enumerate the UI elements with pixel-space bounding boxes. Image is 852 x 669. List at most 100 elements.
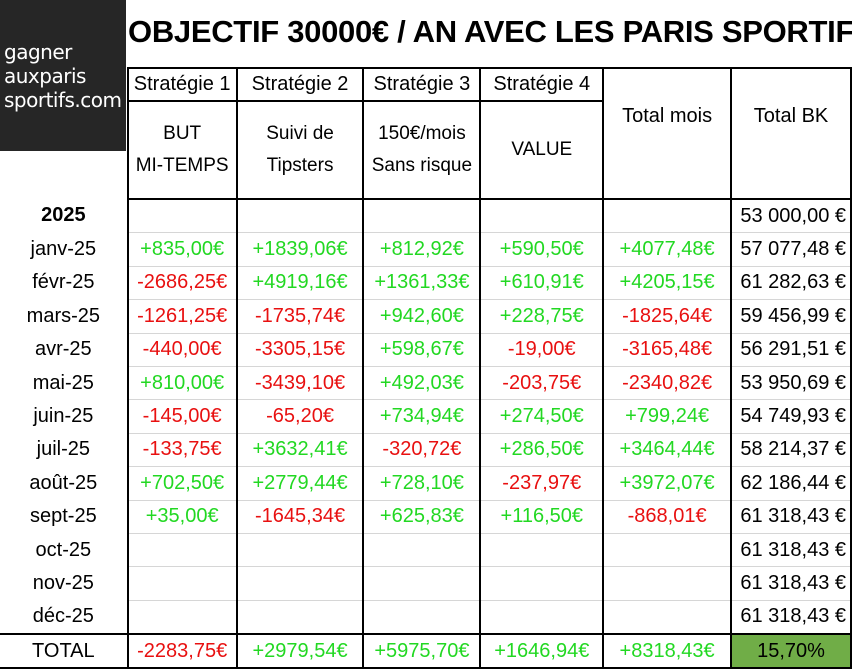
strategy-cell: +598,67€ [362,333,482,367]
strategy-cell: +1839,06€ [235,232,365,267]
bk-cell: 56 291,51 € [730,333,852,367]
month-label: déc-25 [32,605,94,628]
strategy-cell: +942,60€ [362,299,482,334]
month-label: févr-25 [32,271,95,294]
strategy-cell: +1361,33€ [362,266,482,301]
strategy-cell: -3305,15€ [235,333,365,367]
strategy-cell: +810,00€ [126,366,238,401]
logo-line-3: sportifs.com [4,88,122,112]
logo-line-1: gagner [4,40,72,64]
header-strategy-3: Stratégie 3 [362,67,482,102]
table-row: juin-25 -145,00€ -65,20€ +734,94€ +274,50€ +7… [0,399,852,434]
month-rows: janv-25 +835,00€ +1839,06€ +812,92€ +590,50€… [0,232,852,635]
strategy-cell: +492,03€ [362,366,482,401]
bk-initial: 53 000,00 € [730,199,852,234]
month-total-cell [602,533,733,568]
strategy-cell [126,566,238,601]
strategy-cell [479,566,605,601]
desc-line: VALUE [511,139,573,160]
bk-cell: 53 950,69 € [730,366,852,401]
strategy-cell: +274,50€ [479,399,605,434]
table-row: déc-25 61 318,43 € [0,600,852,635]
month-total-cell: -1825,64€ [602,299,733,334]
logo-line-2: auxparis [4,64,86,88]
strategy-cell: -1735,74€ [235,299,365,334]
header-strategy-4-desc: VALUE [479,100,605,200]
strategy-cell: +610,91€ [479,266,605,301]
month-total-cell: +4077,48€ [602,232,733,267]
bk-cell: 58 214,37 € [730,433,852,468]
strategy-cell: +702,50€ [126,466,238,501]
month-total-cell: +799,24€ [602,399,733,434]
strategy-cell: -3439,10€ [235,366,365,401]
strategy-cell: +812,92€ [362,232,482,267]
strategy-cell: +3632,41€ [235,433,365,468]
strategy-cell: +116,50€ [479,500,605,534]
month-total-cell [602,566,733,601]
desc-line: 150€/mois [378,123,466,144]
strategy-cell: -440,00€ [126,333,238,367]
strategy-cell [479,600,605,635]
strategy-cell: -237,97€ [479,466,605,501]
bk-cell: 61 318,43 € [730,500,852,534]
header-strategy-4: Stratégie 4 [479,67,605,102]
strategy-cell: +35,00€ [126,500,238,534]
bk-cell: 61 318,43 € [730,566,852,601]
strategy-cell: -145,00€ [126,399,238,434]
month-label: mai-25 [32,371,94,394]
strategy-cell: -133,75€ [126,433,238,468]
total-s3: +5975,70€ [362,633,482,669]
strategy-cell: +4919,16€ [235,266,365,301]
total-month-sum: +8318,43€ [602,633,733,669]
strategy-cell: -65,20€ [235,399,365,434]
strategy-cell: -2686,25€ [126,266,238,301]
table-row: oct-25 61 318,43 € [0,533,852,568]
strategy-cell: +228,75€ [479,299,605,334]
month-label: août-25 [29,471,98,494]
month-label: avr-25 [34,338,92,361]
header-strategy-1-desc: BUT MI-TEMPS [126,100,238,200]
table-row: mars-25 -1261,25€ -1735,74€ +942,60€ +228,75… [0,299,852,334]
header-total-month: Total mois [602,67,733,200]
cell [479,199,605,234]
strategy-cell [362,566,482,601]
total-label: TOTAL [0,633,128,669]
site-logo: gagner auxparis sportifs.com [0,0,126,151]
desc-line: Tipsters [266,155,334,176]
table-row: janv-25 +835,00€ +1839,06€ +812,92€ +590,50€… [0,232,852,267]
header-total-bk: Total BK [730,67,852,200]
table-row: mai-25 +810,00€ -3439,10€ +492,03€ -203,75€ -… [0,366,852,401]
table-row: août-25 +702,50€ +2779,44€ +728,10€ -237,97€… [0,466,852,501]
total-s4: +1646,94€ [479,633,605,669]
year-label: 2025 [41,204,86,227]
corner-cell-lower [0,101,128,199]
table-row: nov-25 61 318,43 € [0,566,852,601]
month-label: nov-25 [32,571,94,594]
desc-line: Suivi de [266,123,334,144]
header-strategy-2: Stratégie 2 [235,67,365,102]
strategy-cell: +734,94€ [362,399,482,434]
header-strategy-2-desc: Suivi de Tipsters [235,100,365,200]
page-title: OBJECTIF 30000€ / AN AVEC LES PARIS SPOR… [128,14,852,49]
bk-cell: 57 077,48 € [730,232,852,267]
strategy-cell [126,600,238,635]
cell [602,199,733,234]
month-total-cell: -3165,48€ [602,333,733,367]
desc-line: BUT [163,123,202,144]
strategy-cell: +728,10€ [362,466,482,501]
strategy-cell [235,600,365,635]
month-label: janv-25 [30,238,97,261]
desc-line: Sans risque [371,155,473,176]
strategy-cell: -1261,25€ [126,299,238,334]
bk-cell: 54 749,93 € [730,399,852,434]
table-row: juil-25 -133,75€ +3632,41€ -320,72€ +286,50€… [0,433,852,468]
strategy-cell [126,533,238,568]
bk-cell: 61 282,63 € [730,266,852,301]
header-strategy-1: Stratégie 1 [126,67,238,102]
cell [235,199,365,234]
month-label: oct-25 [35,538,92,561]
bk-cell: 62 186,44 € [730,466,852,501]
strategy-cell: -320,72€ [362,433,482,468]
strategy-cell [235,533,365,568]
month-total-cell: -2340,82€ [602,366,733,401]
